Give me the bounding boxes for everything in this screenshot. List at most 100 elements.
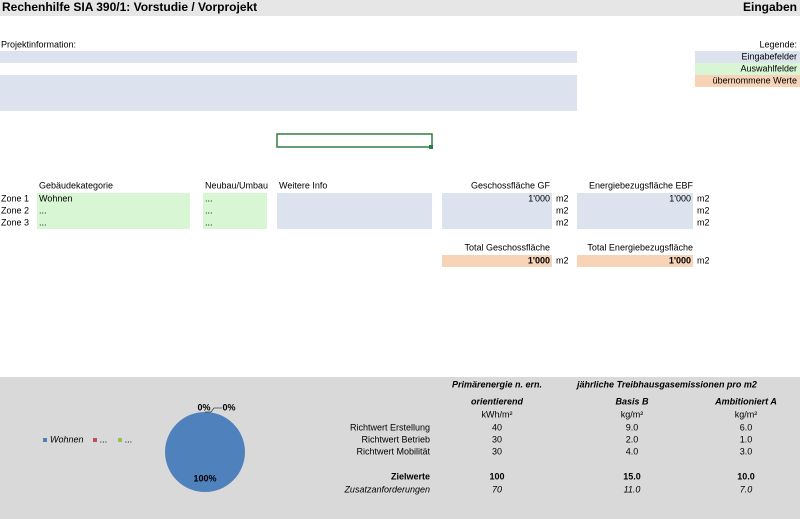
legend-item: Auswahlfelder — [740, 63, 797, 73]
project-input[interactable] — [0, 75, 577, 111]
category-value: ... — [39, 205, 47, 215]
build-value: ... — [205, 193, 213, 203]
column-header: Weitere Info — [279, 180, 327, 190]
row-label: Richtwert Erstellung — [350, 422, 430, 432]
gf-value: 1'000 — [528, 193, 550, 203]
unit: m2 — [556, 205, 569, 215]
total-label: Total Energiebezugsfläche — [587, 242, 693, 252]
gf-input[interactable] — [442, 193, 552, 205]
column-header: Geschossfläche GF — [471, 180, 551, 190]
leader-line — [205, 407, 222, 413]
gf-input[interactable] — [442, 217, 552, 229]
ebf-input[interactable] — [577, 193, 693, 205]
legend-marker — [93, 438, 97, 442]
legend-title: Legende: — [759, 39, 797, 49]
legend-swatch — [695, 63, 800, 75]
pie-label: 100% — [193, 473, 216, 483]
project-label: Projektinformation: — [1, 39, 76, 49]
row-label: Zielwerte — [391, 471, 430, 481]
target-value: 100 — [489, 471, 504, 481]
target-value: 10.0 — [737, 471, 755, 481]
row-label: Zusatzanforderungen — [343, 484, 430, 494]
target-value: 30 — [492, 446, 502, 456]
group-header: jährliche Treibhausgasemissionen pro m2 — [576, 379, 757, 389]
target-value: 9.0 — [626, 422, 639, 432]
total-value: 1'000 — [528, 255, 550, 265]
zone-label: Zone 1 — [1, 193, 29, 203]
build-select[interactable] — [203, 193, 267, 205]
target-value: 15.0 — [623, 471, 641, 481]
column-header: Gebäudekategorie — [39, 180, 113, 190]
legend-entry: ... — [100, 434, 108, 444]
project-input[interactable] — [0, 51, 577, 63]
info-input[interactable] — [277, 193, 432, 205]
target-value: 11.0 — [624, 484, 641, 494]
column-header: Basis B — [615, 396, 649, 406]
column-header: orientierend — [471, 396, 524, 406]
category-select[interactable] — [37, 193, 190, 205]
ebf-value: 1'000 — [669, 193, 691, 203]
results-panel — [0, 377, 800, 519]
zone-label: Zone 3 — [1, 217, 29, 227]
zone-label: Zone 2 — [1, 205, 29, 215]
target-value: 6.0 — [740, 422, 753, 432]
category-select[interactable] — [37, 205, 190, 217]
target-value: 70 — [492, 484, 502, 494]
target-value: 2.0 — [626, 434, 639, 444]
unit: m2 — [697, 193, 710, 203]
mode: Eingaben — [743, 0, 797, 14]
category-select[interactable] — [37, 217, 190, 229]
category-value: ... — [39, 217, 47, 227]
column-header: Ambitioniert A — [714, 396, 777, 406]
unit: m2 — [697, 255, 710, 265]
ebf-input[interactable] — [577, 217, 693, 229]
build-select[interactable] — [203, 217, 267, 229]
pie-label: 0% — [222, 402, 235, 412]
total-value: 1'000 — [669, 255, 691, 265]
title: Rechenhilfe SIA 390/1: Vorstudie / Vorpr… — [2, 0, 257, 14]
unit: kWh/m² — [482, 409, 513, 419]
gf-input[interactable] — [442, 205, 552, 217]
legend-marker — [43, 438, 47, 442]
legend-entry: Wohnen — [50, 434, 84, 444]
legend-entry: ... — [125, 434, 133, 444]
total-label: Total Geschossfläche — [464, 242, 550, 252]
selected-cell[interactable] — [276, 133, 433, 148]
unit: m2 — [556, 217, 569, 227]
target-value: 40 — [492, 422, 502, 432]
ebf-input[interactable] — [577, 205, 693, 217]
column-header: Neubau/Umbau — [205, 180, 268, 190]
build-value: ... — [205, 205, 213, 215]
category-value: Wohnen — [39, 193, 72, 203]
unit: kg/m² — [621, 409, 644, 419]
info-input[interactable] — [277, 217, 432, 229]
row-label: Richtwert Mobilität — [356, 446, 430, 456]
unit: m2 — [697, 217, 710, 227]
legend-swatch — [695, 51, 800, 63]
legend-marker — [118, 438, 122, 442]
target-value: 30 — [492, 434, 502, 444]
info-input[interactable] — [277, 205, 432, 217]
row-label: Richtwert Betrieb — [361, 434, 430, 444]
total-cell — [577, 255, 693, 267]
target-value: 7.0 — [740, 484, 753, 494]
build-select[interactable] — [203, 205, 267, 217]
total-cell — [442, 255, 552, 267]
target-value: 4.0 — [626, 446, 639, 456]
unit: m2 — [556, 255, 569, 265]
legend-swatch — [695, 75, 800, 87]
target-value: 1.0 — [740, 434, 753, 444]
cell-handle — [429, 145, 433, 149]
pie-label: 0% — [197, 402, 210, 412]
pie-slice — [165, 412, 245, 492]
legend-item: übernommene Werte — [713, 75, 797, 85]
group-header: Primärenergie n. ern. — [452, 379, 542, 389]
unit: kg/m² — [735, 409, 758, 419]
unit: m2 — [556, 193, 569, 203]
target-value: 3.0 — [740, 446, 753, 456]
header-bar — [0, 0, 800, 16]
legend-item: Eingabefelder — [741, 51, 797, 61]
column-header: Energiebezugsfläche EBF — [589, 180, 694, 190]
build-value: ... — [205, 217, 213, 227]
